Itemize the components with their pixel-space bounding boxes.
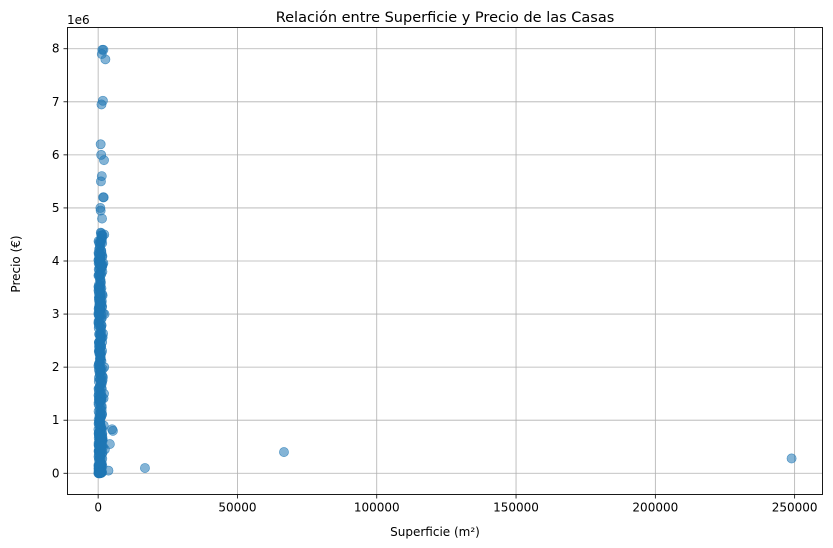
data-point (99, 309, 110, 319)
y-tick-label: 5 (52, 201, 60, 215)
data-point (97, 261, 108, 272)
grid-lines (67, 27, 823, 495)
y-offset-label: 1e6 (67, 13, 90, 27)
data-point (94, 347, 105, 358)
x-tick-label: 150000 (493, 501, 539, 515)
data-point (96, 149, 107, 160)
data-point (95, 139, 106, 150)
data-point (140, 463, 150, 473)
y-axis-ticks: 0 1 2 3 4 5 6 7 8 (52, 42, 68, 480)
data-point (99, 362, 110, 373)
data-point (95, 205, 106, 216)
data-point (93, 399, 104, 410)
data-point (786, 453, 797, 464)
data-point (93, 270, 104, 281)
data-point (96, 99, 107, 110)
y-tick-label: 1 (52, 413, 60, 427)
data-point (107, 424, 117, 435)
y-axis-label: Precio (€) (9, 235, 23, 292)
x-tick-label: 250000 (772, 501, 818, 515)
data-point (93, 247, 104, 258)
y-tick-label: 8 (52, 42, 60, 56)
x-axis-ticks: 0 50000 100000 150000 200000 250000 (94, 494, 818, 515)
data-point (99, 388, 109, 399)
data-point (98, 420, 109, 431)
data-point (96, 49, 107, 59)
x-axis-label: Superficie (m²) (390, 525, 480, 539)
data-point (96, 431, 107, 442)
data-point (97, 213, 107, 224)
data-point (96, 176, 106, 187)
y-tick-label: 6 (52, 148, 60, 162)
x-tick-label: 0 (94, 501, 102, 515)
data-point (99, 229, 110, 240)
x-tick-label: 50000 (218, 501, 256, 515)
data-point (99, 444, 110, 455)
data-point (98, 192, 109, 203)
data-point (93, 376, 104, 387)
data-point (95, 333, 106, 344)
data-point (103, 465, 114, 476)
data-point (279, 447, 289, 457)
x-tick-label: 200000 (632, 501, 678, 515)
y-tick-label: 2 (52, 360, 60, 374)
y-tick-label: 7 (52, 95, 60, 109)
x-tick-label: 100000 (354, 501, 400, 515)
data-point (94, 238, 105, 249)
chart-title: Relación entre Superficie y Precio de la… (276, 10, 615, 26)
data-point (95, 288, 106, 299)
data-points (93, 44, 797, 479)
y-tick-label: 3 (52, 307, 60, 321)
data-point (94, 468, 105, 478)
y-tick-label: 0 (52, 466, 60, 480)
y-tick-label: 4 (52, 254, 60, 268)
data-point (95, 408, 106, 419)
